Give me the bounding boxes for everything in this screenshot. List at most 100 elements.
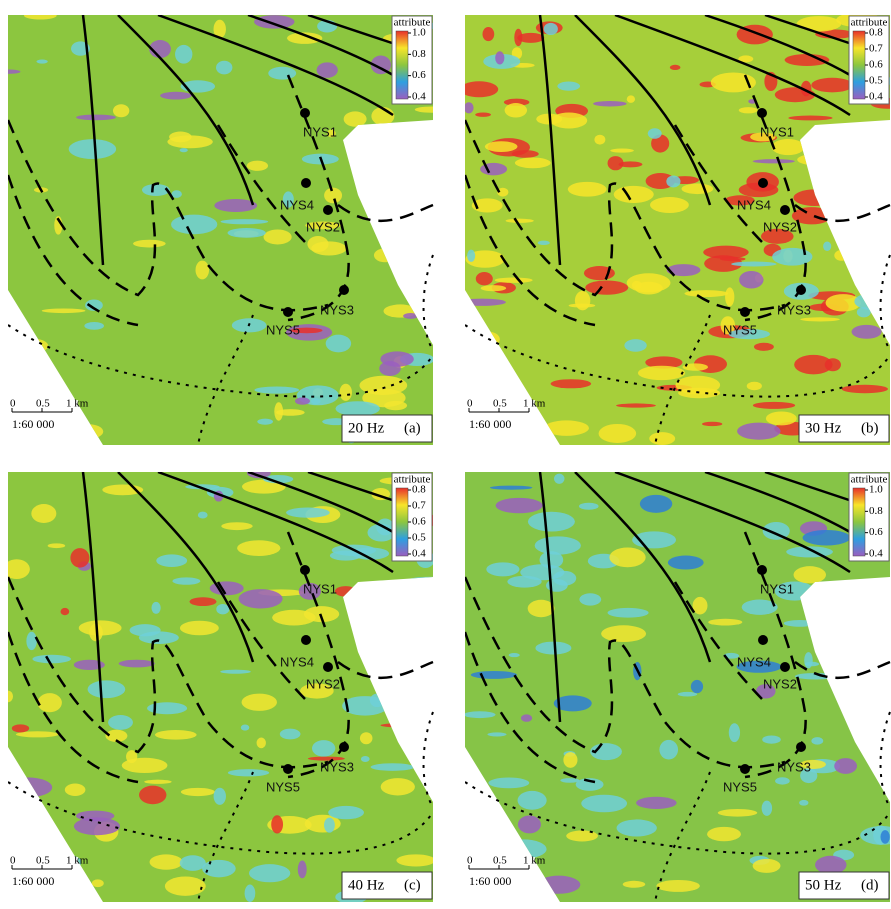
attribute-patch bbox=[775, 777, 790, 784]
attribute-patch bbox=[403, 313, 418, 319]
attribute-patch bbox=[753, 159, 795, 163]
attribute-patch bbox=[70, 548, 89, 567]
attribute-patch bbox=[38, 693, 62, 712]
colorbar-tick-label: 0.8 bbox=[869, 505, 883, 517]
attribute-patch bbox=[254, 15, 294, 28]
attribute-patch bbox=[171, 215, 217, 235]
well-label: NYS4 bbox=[280, 197, 314, 212]
attribute-patch bbox=[150, 854, 183, 869]
panel: NYS1NYS4NYS2NYS3NYS5attribute1.00.80.60.… bbox=[465, 472, 891, 904]
attribute-patch bbox=[409, 647, 434, 652]
attribute-patch bbox=[797, 153, 845, 166]
attribute-patch bbox=[762, 735, 781, 743]
well-label: NYS2 bbox=[306, 676, 340, 691]
attribute-patch bbox=[515, 158, 551, 169]
well-label: NYS2 bbox=[763, 676, 797, 691]
attribute-patch bbox=[247, 161, 268, 171]
colorbar-tick-label: 0.8 bbox=[412, 484, 426, 496]
attribute-patch bbox=[324, 818, 335, 833]
attribute-patch bbox=[263, 229, 291, 244]
attribute-patch bbox=[228, 769, 269, 776]
attribute-patch bbox=[495, 51, 504, 64]
attribute-patch bbox=[762, 801, 773, 816]
well-label: NYS1 bbox=[303, 124, 337, 139]
well-marker bbox=[339, 742, 349, 752]
colorbar bbox=[853, 31, 865, 99]
attribute-patch bbox=[650, 197, 689, 213]
well-marker bbox=[757, 565, 767, 575]
frequency-label: 40 Hz bbox=[348, 877, 385, 893]
attribute-patch bbox=[488, 778, 529, 789]
well-label: NYS4 bbox=[737, 197, 771, 212]
attribute-patch bbox=[490, 830, 510, 838]
attribute-patch bbox=[147, 702, 187, 714]
attribute-patch bbox=[133, 240, 166, 248]
colorbar-tick-label: 1.0 bbox=[869, 484, 883, 496]
well-marker bbox=[780, 662, 790, 672]
attribute-patch bbox=[601, 625, 646, 642]
attribute-patch bbox=[875, 610, 890, 622]
attribute-patch bbox=[656, 880, 700, 892]
attribute-patch bbox=[272, 610, 316, 626]
attribute-patch bbox=[76, 115, 116, 121]
well-label: NYS5 bbox=[266, 322, 300, 337]
attribute-patch bbox=[623, 881, 646, 888]
well-marker bbox=[323, 662, 333, 672]
scale-label: 1 km bbox=[66, 398, 89, 410]
attribute-patch bbox=[372, 205, 415, 219]
attribute-patch bbox=[585, 280, 628, 294]
panel-letter: (a) bbox=[404, 420, 421, 436]
attribute-patch bbox=[360, 732, 373, 744]
attribute-patch bbox=[544, 420, 589, 435]
attribute-patch bbox=[393, 636, 409, 646]
well-label: NYS5 bbox=[723, 779, 757, 794]
attribute-patch bbox=[374, 248, 396, 262]
attribute-patch bbox=[566, 830, 598, 841]
colorbar-tick-label: 0.5 bbox=[412, 532, 426, 544]
colorbar-tick-label: 0.4 bbox=[869, 548, 883, 560]
attribute-patch bbox=[379, 361, 401, 376]
panel-letter: (b) bbox=[861, 420, 879, 436]
attribute-patch bbox=[772, 248, 812, 266]
attribute-patch bbox=[668, 556, 704, 570]
attribute-patch bbox=[823, 241, 831, 250]
attribute-patch bbox=[739, 107, 758, 113]
well-label: NYS3 bbox=[777, 302, 811, 317]
attribute-patch bbox=[398, 242, 430, 258]
attribute-patch bbox=[485, 141, 518, 152]
well-marker bbox=[300, 108, 310, 118]
colorbar bbox=[853, 488, 865, 556]
attribute-patch bbox=[691, 680, 703, 693]
attribute-patch bbox=[220, 670, 251, 674]
attribute-patch bbox=[718, 809, 758, 817]
attribute-patch bbox=[594, 135, 605, 145]
attribute-patch bbox=[551, 113, 588, 129]
well-label: NYS5 bbox=[723, 322, 757, 337]
well-marker bbox=[740, 764, 750, 774]
scale-ratio: 1:60 000 bbox=[12, 874, 54, 888]
attribute-patch bbox=[228, 228, 266, 238]
attribute-patch bbox=[772, 139, 805, 155]
panel: NYS1NYS4NYS2NYS3NYS5attribute1.00.80.60.… bbox=[8, 15, 434, 447]
attribute-patch bbox=[506, 219, 534, 223]
attribute-patch bbox=[610, 148, 634, 152]
attribute-patch bbox=[481, 285, 506, 291]
attribute-patch bbox=[754, 343, 774, 351]
attribute-patch bbox=[505, 103, 527, 117]
scale-label: 0 bbox=[10, 398, 16, 410]
attribute-patch bbox=[517, 33, 544, 43]
attribute-patch bbox=[465, 711, 496, 718]
attribute-patch bbox=[245, 885, 256, 902]
well-label: NYS5 bbox=[266, 779, 300, 794]
attribute-patch bbox=[61, 608, 70, 615]
attribute-patch bbox=[180, 621, 219, 636]
attribute-patch bbox=[593, 101, 627, 106]
attribute-patch bbox=[155, 730, 197, 740]
attribute-patch bbox=[518, 791, 547, 810]
colorbar-tick-label: 0.6 bbox=[412, 69, 426, 81]
well-label: NYS3 bbox=[320, 759, 354, 774]
colorbar-tick-label: 0.4 bbox=[869, 91, 883, 103]
attribute-patch bbox=[608, 608, 649, 618]
scale-label: 1 km bbox=[523, 398, 546, 410]
well-label: NYS4 bbox=[280, 654, 314, 669]
